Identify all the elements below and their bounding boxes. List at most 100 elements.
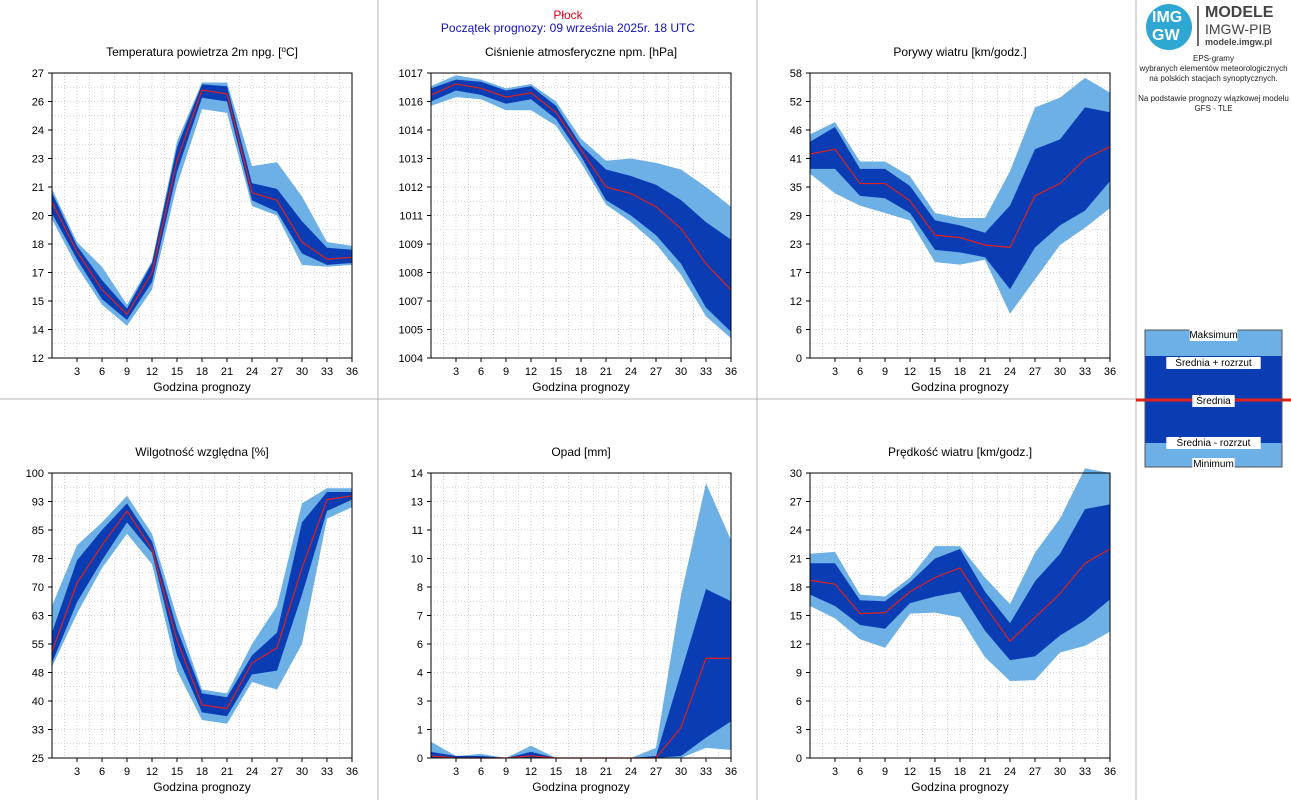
y-tick-label: 27 — [32, 68, 44, 80]
side-line: na polskich stacjach synoptycznych. — [1149, 74, 1278, 83]
x-tick-label: 27 — [1029, 366, 1041, 378]
x-tick-label: 30 — [675, 766, 687, 778]
legend-mean-plus-label: Średnia + rozrzut — [1175, 356, 1252, 369]
chart-panel-0: Temperatura powietrza 2m npg. [oC] 12 14 15… — [32, 45, 358, 395]
y-tick-label: 93 — [32, 497, 44, 509]
x-tick-label: 24 — [1004, 766, 1016, 778]
x-tick-label: 27 — [650, 366, 662, 378]
y-tick-label: 14 — [411, 468, 423, 480]
legend-label-bg — [1166, 437, 1261, 449]
envelope-spread — [52, 492, 352, 717]
side-line: GFS - TLE — [1194, 104, 1233, 113]
mean-line — [51, 89, 353, 316]
x-tick-label: 24 — [625, 766, 637, 778]
y-tick-label: 48 — [32, 668, 44, 680]
side-line: wybranych elementów meteorologicznych — [1139, 64, 1288, 73]
x-tick-label: 36 — [346, 366, 358, 378]
x-tick-label: 30 — [296, 766, 308, 778]
y-tick-label: 6 — [796, 696, 802, 708]
x-tick-label: 27 — [650, 766, 662, 778]
side-line: EPS-gramy — [1193, 54, 1234, 63]
x-axis-label: Godzina prognozy — [911, 380, 1008, 394]
x-tick-label: 21 — [979, 366, 991, 378]
side-description: EPS-gramy wybranych elementów meteorolog… — [1136, 54, 1291, 114]
envelope-spread — [810, 504, 1110, 661]
y-tick-label: 23 — [32, 154, 44, 166]
x-tick-label: 9 — [503, 766, 509, 778]
mean-line — [51, 495, 353, 710]
chart-title: Ciśnienie atmosferyczne npm. [hPa] — [485, 45, 677, 59]
x-tick-label: 6 — [478, 766, 484, 778]
y-tick-label: 17 — [790, 268, 802, 280]
y-tick-label: 33 — [32, 725, 44, 737]
y-tick-label: 18 — [790, 582, 802, 594]
chart-grid — [52, 73, 352, 358]
y-tick-label: 13 — [411, 497, 423, 509]
forecast-start: Początek prognozy: 09 września 2025r. 18… — [440, 21, 696, 35]
x-tick-label: 6 — [99, 766, 105, 778]
x-tick-label: 9 — [503, 366, 509, 378]
x-tick-label: 18 — [196, 366, 208, 378]
envelope-spread — [810, 107, 1110, 290]
x-tick-label: 6 — [857, 766, 863, 778]
imgw-logo[interactable]: IMG GW MODELE IMGW-PIB modele.imgw.pl — [1146, 4, 1282, 50]
chart-title: Temperatura powietrza 2m npg. [oC] — [106, 45, 298, 60]
x-tick-label: 30 — [296, 366, 308, 378]
y-tick-label: 0 — [417, 753, 423, 765]
legend-label-bg — [1192, 395, 1235, 407]
y-tick-label: 1011 — [399, 211, 423, 223]
y-tick-label: 9 — [796, 668, 802, 680]
x-tick-label: 3 — [832, 766, 838, 778]
y-tick-label: 24 — [32, 125, 44, 137]
y-tick-label: 1017 — [399, 68, 423, 80]
x-tick-label: 6 — [857, 366, 863, 378]
x-tick-label: 21 — [221, 766, 233, 778]
legend-mean-label: Średnia — [1196, 394, 1231, 407]
y-tick-label: 1005 — [399, 325, 423, 337]
x-tick-label: 15 — [550, 766, 562, 778]
x-tick-label: 18 — [575, 366, 587, 378]
x-tick-label: 9 — [882, 766, 888, 778]
logo-url[interactable]: modele.imgw.pl — [1205, 37, 1273, 47]
x-tick-label: 36 — [725, 366, 737, 378]
y-tick-label: 20 — [32, 211, 44, 223]
y-tick-label: 3 — [796, 725, 802, 737]
x-tick-label: 21 — [979, 766, 991, 778]
y-tick-label: 25 — [32, 753, 44, 765]
chart-title: Opad [mm] — [551, 445, 610, 459]
chart-title: Porywy wiatru [km/godz.] — [893, 45, 1026, 59]
y-tick-label: 12 — [790, 296, 802, 308]
envelope-min-max — [810, 77, 1110, 314]
legend-mean-minus-label: Średnia - rozrzut — [1177, 436, 1251, 449]
x-tick-label: 6 — [478, 366, 484, 378]
chart-panel-1: Ciśnienie atmosferyczne npm. [hPa] 1004 10… — [399, 45, 738, 394]
y-tick-label: 1013 — [399, 154, 423, 166]
x-tick-label: 12 — [146, 366, 158, 378]
station-name: Płock — [553, 8, 583, 22]
y-tick-label: 3 — [417, 696, 423, 708]
x-tick-label: 33 — [1079, 766, 1091, 778]
x-tick-label: 15 — [550, 366, 562, 378]
y-tick-label: 1004 — [399, 353, 423, 365]
y-tick-label: 1012 — [399, 182, 423, 194]
y-tick-label: 41 — [790, 154, 802, 166]
y-tick-label: 85 — [32, 525, 44, 537]
x-tick-label: 36 — [725, 766, 737, 778]
y-tick-label: 0 — [796, 753, 802, 765]
x-tick-label: 33 — [700, 366, 712, 378]
x-tick-label: 15 — [171, 766, 183, 778]
y-tick-label: 52 — [790, 97, 802, 109]
envelope-min-max — [52, 82, 352, 326]
x-tick-label: 30 — [675, 366, 687, 378]
x-tick-label: 12 — [525, 366, 537, 378]
x-tick-label: 18 — [575, 766, 587, 778]
imgw-logo-icon: IMG GW — [1146, 4, 1192, 50]
x-tick-label: 30 — [1054, 366, 1066, 378]
x-tick-label: 21 — [221, 366, 233, 378]
x-tick-label: 18 — [954, 366, 966, 378]
envelope-spread — [431, 589, 731, 758]
x-tick-label: 27 — [271, 366, 283, 378]
y-tick-label: 21 — [790, 554, 802, 566]
x-tick-label: 24 — [246, 766, 258, 778]
